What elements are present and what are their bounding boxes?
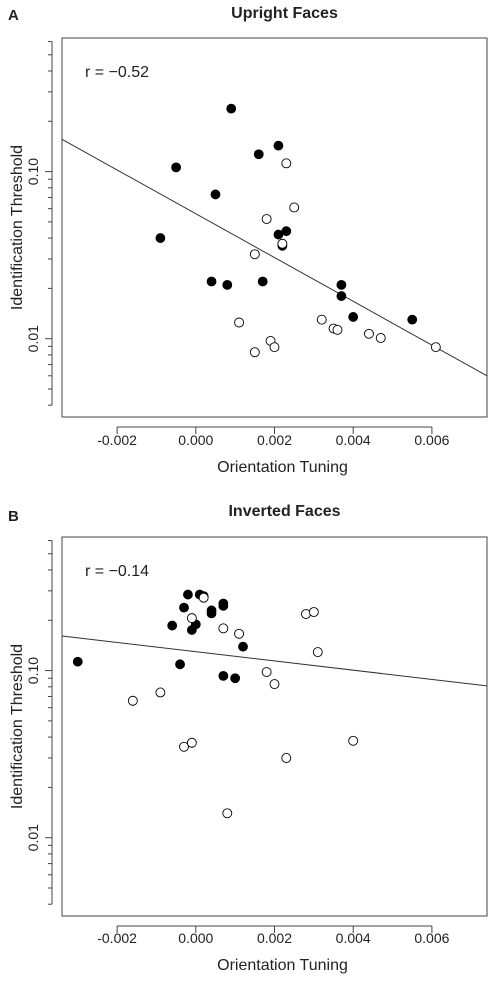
y-tick-label: 0.10 xyxy=(25,657,41,684)
data-point-filled xyxy=(238,641,248,652)
data-point-open xyxy=(155,687,166,698)
series-open-markers xyxy=(127,592,359,819)
x-tick-label: -0.002 xyxy=(97,930,137,946)
data-point-filled xyxy=(155,233,166,243)
series-open-markers xyxy=(234,158,441,358)
data-point-filled xyxy=(218,600,229,611)
data-point-filled xyxy=(281,226,292,237)
series-filled-markers xyxy=(72,589,248,684)
data-point-open xyxy=(261,214,272,224)
data-point-filled xyxy=(183,589,193,600)
data-point-open xyxy=(234,628,245,639)
data-point-filled xyxy=(218,670,229,681)
regression-line xyxy=(61,635,488,687)
data-point-open xyxy=(375,333,386,343)
data-point-open xyxy=(249,347,260,358)
y-tick-label: 0.01 xyxy=(25,325,41,352)
data-point-open xyxy=(186,613,197,624)
y-tick-label: 0.01 xyxy=(25,824,41,851)
data-point-filled xyxy=(336,279,347,290)
data-point-open xyxy=(281,753,292,763)
data-point-open xyxy=(316,314,327,325)
data-point-open xyxy=(198,592,209,603)
data-point-filled xyxy=(210,189,221,200)
data-point-open xyxy=(430,342,441,353)
data-point-filled xyxy=(230,673,241,684)
x-tick-label: 0.000 xyxy=(178,930,213,946)
data-point-filled xyxy=(407,314,418,325)
correlation-annotation: r = −0.52 xyxy=(85,64,149,81)
data-point-open xyxy=(186,737,197,748)
x-tick-label: 0.000 xyxy=(178,432,213,448)
data-point-filled xyxy=(348,312,359,322)
data-point-open xyxy=(312,647,323,658)
y-axis: 0.01 0.10 xyxy=(25,41,53,406)
x-tick-label: 0.004 xyxy=(336,432,371,448)
data-point-open xyxy=(332,324,343,335)
data-point-open xyxy=(277,238,288,249)
panel-label: B xyxy=(8,508,19,525)
data-point-filled xyxy=(179,602,189,613)
chart-title: Inverted Faces xyxy=(228,503,340,520)
data-point-open xyxy=(269,342,280,353)
data-point-filled xyxy=(253,149,264,160)
x-tick-label: 0.002 xyxy=(257,432,292,448)
data-point-filled xyxy=(273,140,284,151)
series-filled-markers xyxy=(155,103,418,325)
data-point-filled xyxy=(257,276,268,287)
data-point-open xyxy=(127,695,138,706)
x-axis-label: Orientation Tuning xyxy=(217,459,348,476)
data-point-filled xyxy=(206,276,217,287)
data-point-filled xyxy=(72,656,83,667)
data-point-filled xyxy=(171,162,182,173)
plot-frame xyxy=(61,536,488,917)
data-point-open xyxy=(234,317,245,328)
data-point-filled xyxy=(336,291,347,301)
data-point-filled xyxy=(206,605,217,616)
data-point-filled xyxy=(167,620,178,631)
data-point-filled xyxy=(226,103,237,114)
y-axis-label: Identification Threshold xyxy=(9,145,26,310)
chart-panel-a: A Upright Faces -0.002 0.000 0.002 0.004 0.006… xyxy=(8,5,488,476)
data-point-open xyxy=(269,679,280,690)
data-point-open xyxy=(179,741,189,752)
data-point-filled xyxy=(222,279,233,290)
plot-frame xyxy=(61,37,488,418)
x-tick-label: -0.002 xyxy=(97,432,137,448)
chart-panel-b: B Inverted Faces -0.002 0.000 0.002 0.004 0.00… xyxy=(8,503,488,974)
y-axis-label: Identification Threshold xyxy=(9,644,26,809)
data-point-open xyxy=(249,249,260,260)
y-axis: 0.01 0.10 xyxy=(25,540,53,905)
x-axis: -0.002 0.000 0.002 0.004 0.006 xyxy=(97,426,450,448)
x-axis-label: Orientation Tuning xyxy=(217,957,348,974)
x-tick-label: 0.006 xyxy=(414,930,449,946)
x-tick-label: 0.004 xyxy=(336,930,371,946)
regression-line xyxy=(61,138,488,377)
data-point-open xyxy=(222,808,233,819)
data-point-open xyxy=(218,623,229,634)
correlation-annotation: r = −0.14 xyxy=(85,563,149,580)
panel-label: A xyxy=(8,7,19,24)
data-point-filled xyxy=(175,659,185,670)
data-point-open xyxy=(281,158,292,169)
data-point-open xyxy=(363,328,374,339)
data-point-open xyxy=(308,607,319,618)
y-tick-label: 0.10 xyxy=(25,158,41,185)
data-point-open xyxy=(261,667,272,678)
data-point-open xyxy=(348,735,359,746)
x-axis: -0.002 0.000 0.002 0.004 0.006 xyxy=(97,925,450,946)
chart-title: Upright Faces xyxy=(231,5,338,22)
x-tick-label: 0.006 xyxy=(414,432,449,448)
x-tick-label: 0.002 xyxy=(257,930,292,946)
data-point-open xyxy=(289,202,300,213)
